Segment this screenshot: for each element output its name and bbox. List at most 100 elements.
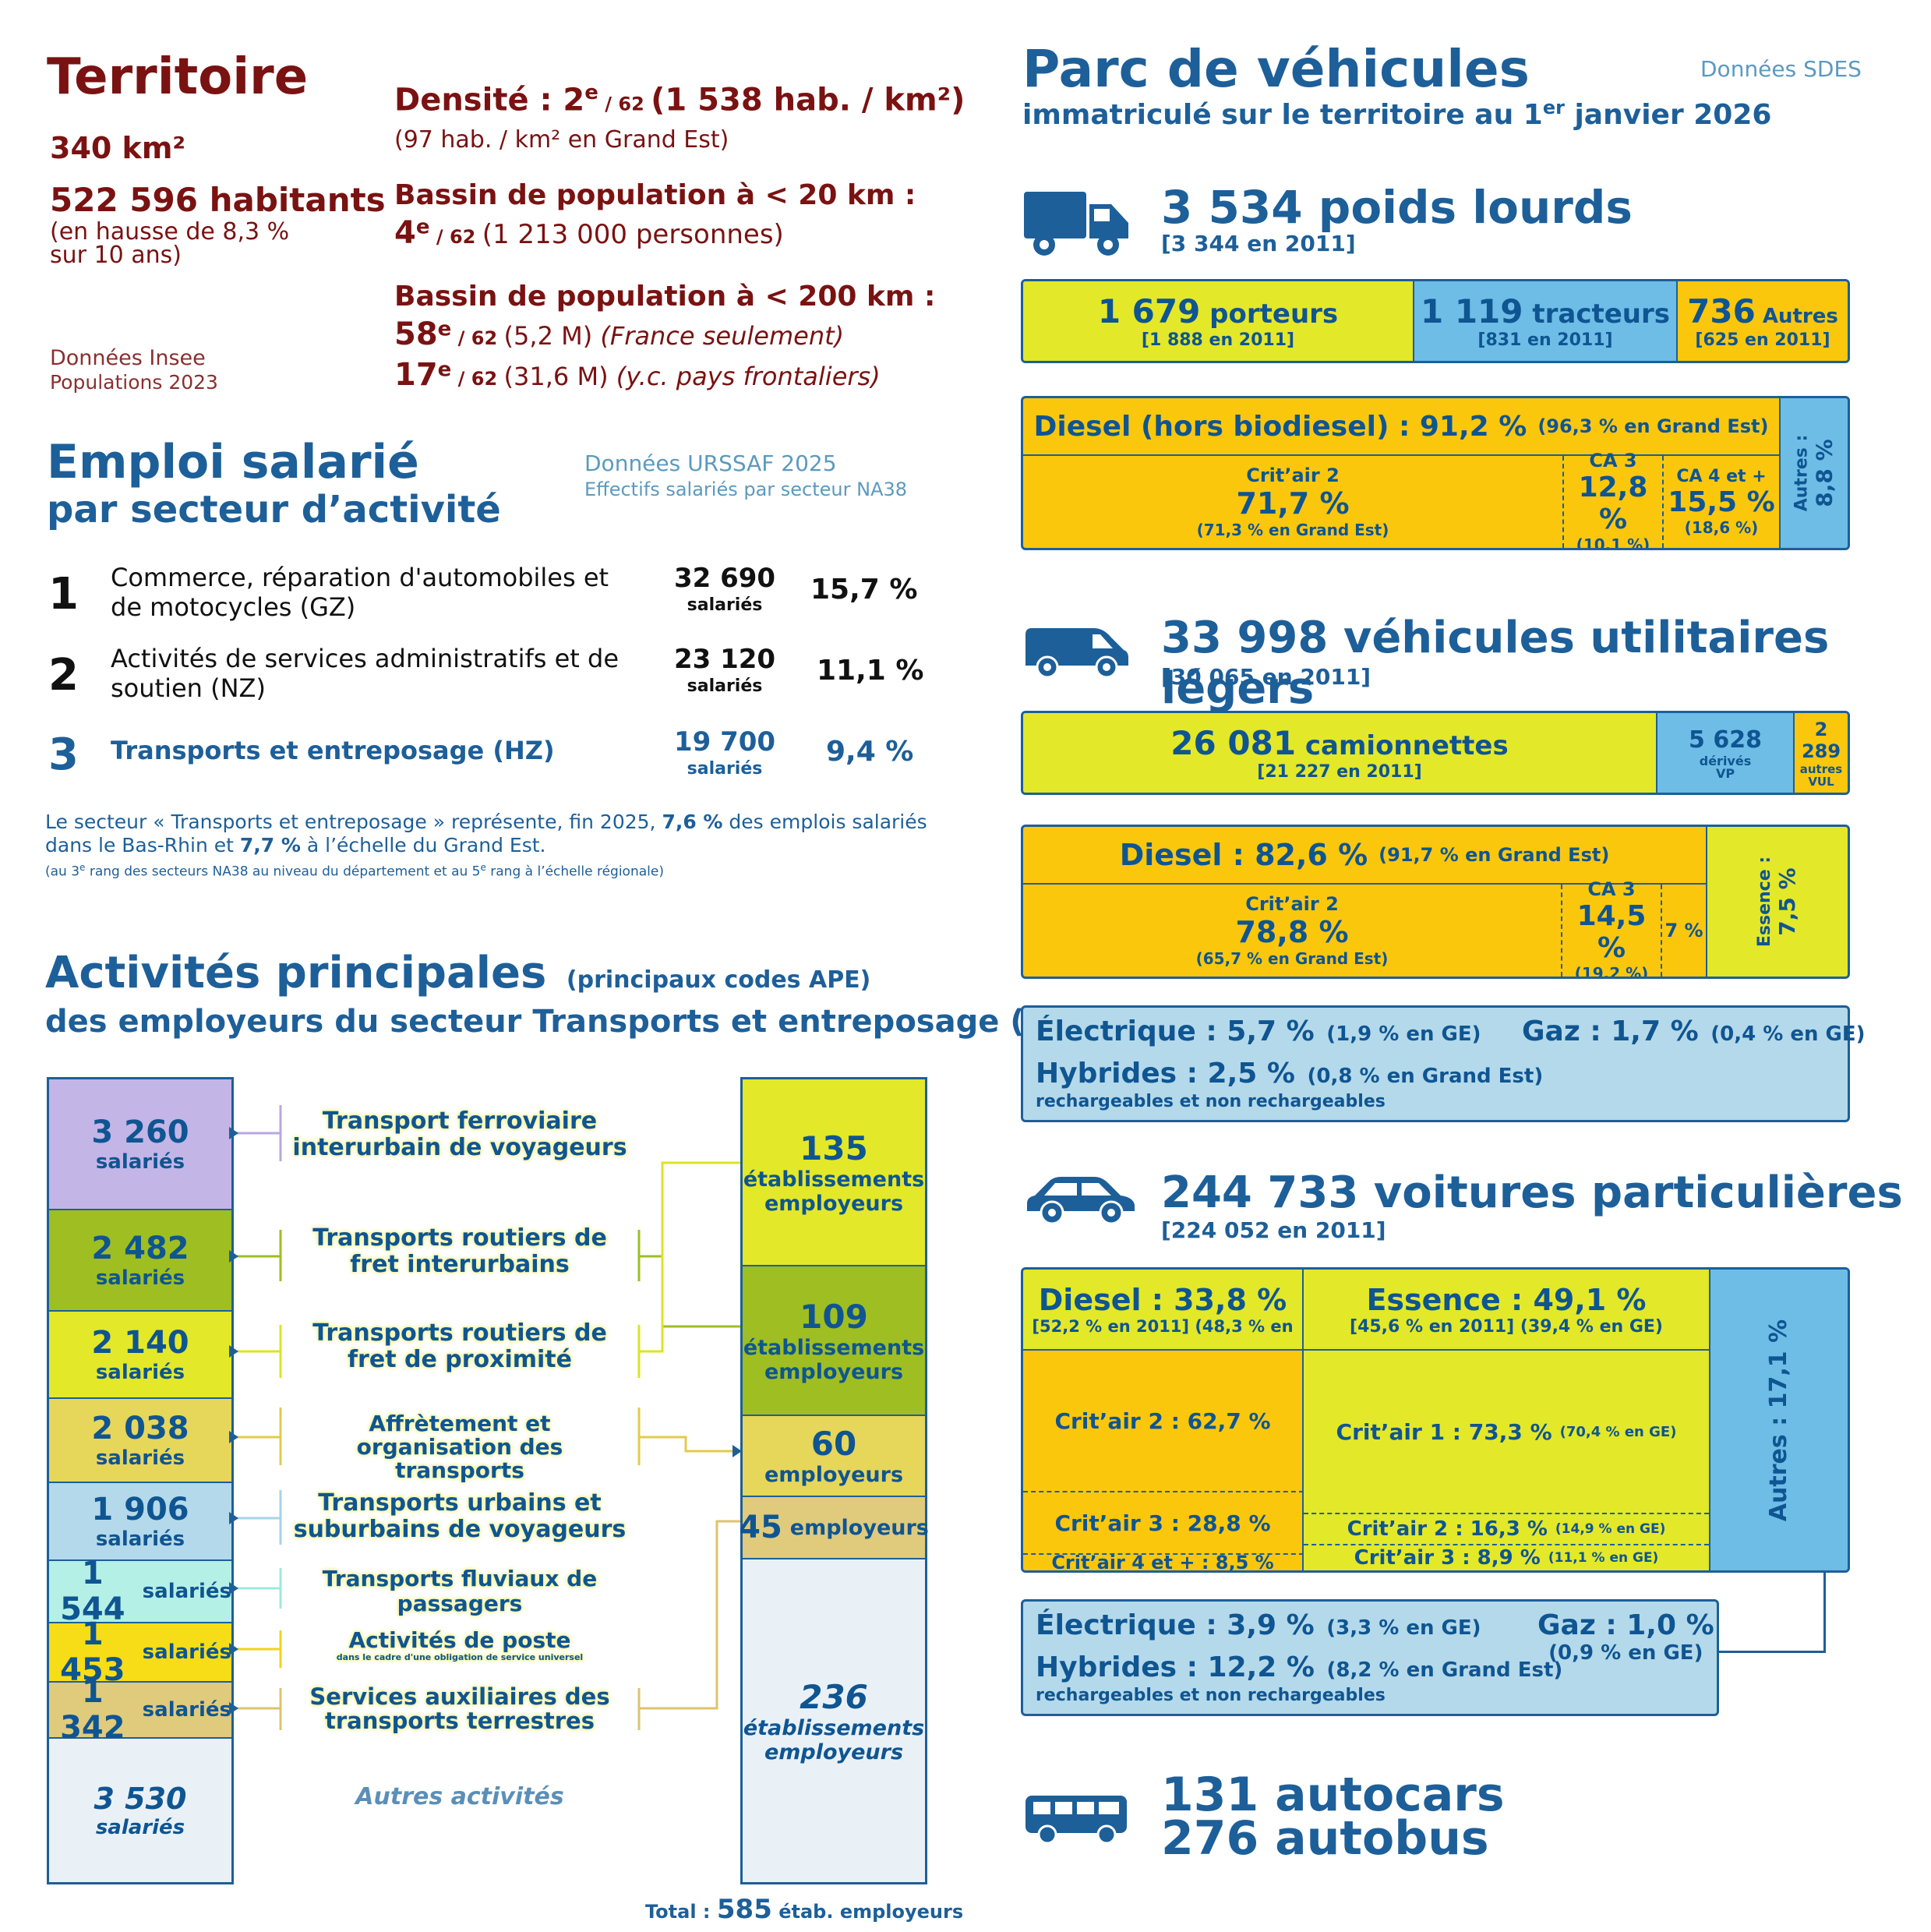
etab-block-1: 135 établissements employeurs (743, 1079, 925, 1266)
pl-porteurs: 1 679 porteurs [1 888 en 2011] (1023, 281, 1414, 361)
emploi-note-b: 7,6 % (662, 811, 723, 833)
activites-subtitle: des employeurs du secteur Transports et … (45, 1004, 1088, 1040)
parc-title: Parc de véhicules (1022, 39, 1530, 99)
vul-gaz: Gaz : 1,7 % (1522, 1015, 1699, 1047)
activity-label-5b: suburbains de voyageurs (293, 1516, 627, 1543)
etab-value-3: 60 (810, 1425, 857, 1463)
vp-hyb-note: rechargeables et non rechargeables (1036, 1686, 1386, 1705)
territoire-habitants: 522 596 habitants (50, 181, 386, 219)
vul-elec-sub: (1,9 % en GE) (1326, 1023, 1481, 1046)
salaries-block-7: 1 453 salariés (49, 1616, 231, 1688)
vp-energy-box: Diesel : 33,8 % [52,2 % en 2011] (48,3 %… (1021, 1267, 1850, 1573)
pl-ca4-label: CA 4 et + (1676, 467, 1767, 486)
vp-e-c2-text: Crit’air 2 : 16,3 % (1347, 1517, 1548, 1541)
territoire-source2: Populations 2023 (50, 371, 218, 394)
emploi-rank-3: 3 (48, 729, 79, 780)
vul-diesel-sub: (91,7 % en Grand Est) (1379, 844, 1610, 866)
bassin200-value2: (31,6 M) (503, 362, 616, 391)
emploi-note-c: des emplois salariés (722, 811, 927, 833)
truck-icon (1024, 192, 1128, 256)
salaries-value-1: 3 260 (91, 1114, 189, 1150)
pl-diesel: Diesel (hors biodiesel) : 91,2 % (1033, 410, 1527, 443)
emploi-label-2b: soutien (NZ) (111, 673, 266, 703)
pl-diesel-sub: (96,3 % en Grand Est) (1537, 415, 1769, 437)
bassin200-label: Bassin de population à < 200 km : (394, 281, 936, 313)
vul-diesel-head: Diesel : 82,6 % (91,7 % en Grand Est) (1023, 827, 1706, 885)
activity-label-autres: Autres activités (355, 1783, 564, 1810)
bassin200-note2: (y.c. pays frontaliers) (616, 362, 881, 391)
activites-title: Activités principales (45, 948, 547, 998)
salaries-block-8: 1 342 salariés (49, 1674, 231, 1746)
pl-tracteurs: 1 119 tracteurs [831 en 2011] (1414, 281, 1678, 361)
vp-elec-line: Électrique : 3,9 % (3,3 % en GE) (1036, 1609, 1481, 1641)
emploi-source2: Effectifs salariés par secteur NA38 (584, 479, 908, 500)
activity-label-4: Affrètement et organisation des transpor… (288, 1412, 631, 1482)
emploi-note-e: 7,7 % (239, 834, 301, 857)
territoire-habitants-note2: sur 10 ans) (50, 242, 182, 269)
bassin200-sup2: e (437, 358, 452, 382)
activity-label-2: Transports routiers de fret interurbains (288, 1225, 631, 1278)
emploi-note-small-a: (au 3 (45, 864, 80, 880)
vp-d-c2: Crit’air 2 : 62,7 % (1023, 1351, 1304, 1492)
vp-e-c3-text: Crit’air 3 : 8,9 % (1354, 1546, 1541, 1570)
vul-der-value: 5 628 (1689, 726, 1762, 754)
etab-total-c: étab. employeurs (771, 1901, 964, 1923)
bassin200-line2: 17e / 62 (31,6 M) (y.c. pays frontaliers… (394, 357, 881, 393)
pl-ca3: CA 3 12,8 % (10,1 %) (1564, 450, 1664, 550)
bassin200-of2: / 62 (451, 368, 504, 390)
etab-value-1: 135 (800, 1128, 868, 1167)
vp-title: 244 733 voitures particulières (1161, 1167, 1903, 1218)
vul-hyb-line: Hybrides : 2,5 % (0,8 % en Grand Est) (1036, 1058, 1543, 1090)
pl-tracteurs-label: tracteurs (1523, 298, 1670, 330)
vul-c2-value: 78,8 % (1235, 915, 1349, 949)
vul-elec-line: Électrique : 5,7 % (1,9 % en GE) (1036, 1015, 1481, 1047)
emploi-title2: par secteur d’activité (47, 488, 501, 532)
salaries-unit-6: salariés (142, 1580, 231, 1603)
vul-aut-l2: VUL (1808, 775, 1834, 789)
etab-connectors (637, 1161, 742, 1730)
pl-critair2: Crit’air 2 71,7 % (71,3 % en Grand Est) (1023, 456, 1564, 548)
salaries-block-4: 2 038 salariés (49, 1399, 231, 1483)
etab-total-b: 585 (716, 1894, 772, 1925)
activity-label-8: Services auxiliaires des transports terr… (288, 1685, 631, 1733)
vul-essence-label: Essence : (1754, 856, 1774, 948)
parc-subtitle-a: immatriculé sur le territoire au 1 (1022, 99, 1543, 131)
vp-e-c3: Crit’air 3 : 8,9 % (11,1 % en GE) (1304, 1545, 1709, 1570)
pl-c2-value: 71,7 % (1236, 486, 1350, 521)
emploi-note-small: (au 3e rang des secteurs NA38 au niveau … (45, 862, 664, 880)
etab-block-2: 109 établissements employeurs (743, 1266, 925, 1416)
vul-cam-sub: [21 227 en 2011] (1257, 762, 1422, 782)
pl-autres-side-rot: Autres : 8,8 % (1792, 435, 1837, 512)
etab-block-4: 45 employeurs (739, 1497, 929, 1559)
vul-autres: 2 289 autres VUL (1795, 713, 1848, 793)
emploi-pct-3: 9,4 % (826, 736, 914, 768)
etab-l1-4: employeurs (789, 1515, 929, 1540)
vul-gaz-sub: (0,4 % en GE) (1710, 1023, 1866, 1046)
emploi-label-2a: Activités de services administratifs et … (111, 644, 619, 673)
bassin200-of1: / 62 (451, 327, 504, 349)
salaries-unit-9: salariés (95, 1816, 185, 1839)
bassin200-line1: 58e / 62 (5,2 M) (France seulement) (394, 316, 844, 352)
etab-total-a: Total : (645, 1901, 717, 1923)
activity-label-5a: Transports urbains et (318, 1489, 602, 1517)
pl-ca3-sub: (10,1 %) (1576, 535, 1650, 550)
activity-label-1: Transport ferroviaire interurbain de voy… (288, 1108, 631, 1161)
emploi-label-3a: Transports et entreposage (HZ) (111, 736, 555, 765)
activity-label-6b: passagers (397, 1591, 523, 1616)
parc-subtitle-b: janvier 2026 (1564, 99, 1772, 131)
emploi-rank-1: 1 (48, 569, 79, 620)
vul-hyb-note: rechargeables et non rechargeables (1036, 1092, 1386, 1111)
vul-ca3: CA 3 14,5 % (19,2 %) (1562, 878, 1662, 977)
densite-rank: / 62 (598, 93, 651, 115)
activity-label-2a: Transports routiers de (312, 1224, 607, 1252)
salaries-value-8: 1 342 (60, 1674, 125, 1746)
salaries-block-2: 2 482 salariés (49, 1210, 231, 1312)
densite-sup: e (584, 81, 598, 104)
pl-title: 3 534 poids lourds (1161, 181, 1633, 234)
activity-label-4a: Affrètement et (369, 1411, 551, 1436)
salaries-unit-3: salariés (95, 1361, 185, 1384)
activity-label-6: Transports fluviaux de passagers (288, 1566, 631, 1616)
emploi-note-d: dans le Bas-Rhin et (45, 834, 240, 857)
vul-cam-value: 26 081 (1170, 724, 1297, 762)
vp-e-c1-sub: (70,4 % en GE) (1559, 1423, 1677, 1440)
